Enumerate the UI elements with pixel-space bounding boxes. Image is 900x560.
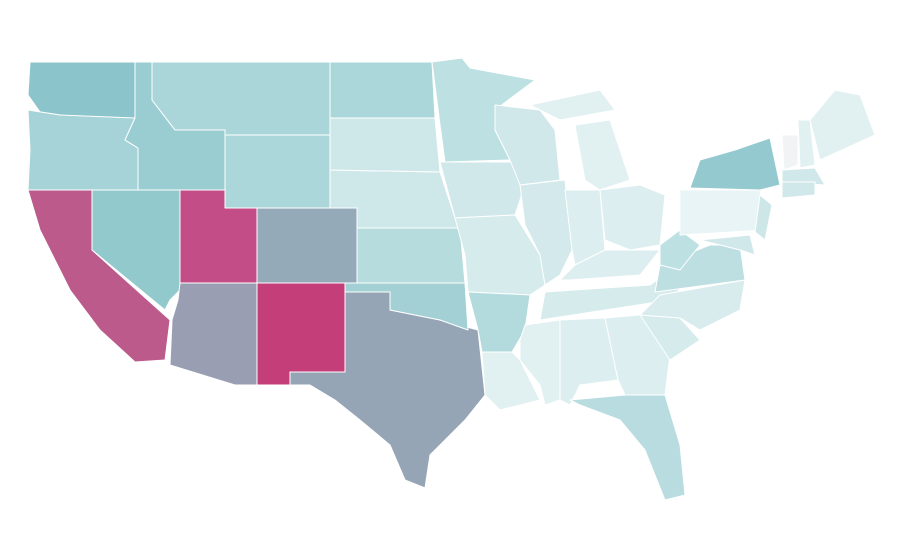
state (344, 282, 469, 331)
state (256, 207, 358, 284)
state (569, 394, 686, 501)
state (356, 227, 466, 284)
state (439, 161, 526, 219)
state (559, 249, 661, 281)
state (699, 234, 756, 256)
state (754, 194, 773, 241)
state (679, 189, 766, 236)
state (151, 61, 331, 136)
state (329, 61, 436, 119)
state (454, 214, 546, 296)
state (659, 229, 701, 271)
state (654, 244, 746, 293)
state (481, 351, 541, 411)
state (781, 134, 799, 171)
state (256, 282, 346, 386)
state (781, 167, 826, 186)
state (329, 117, 441, 173)
state (809, 89, 876, 161)
state (529, 89, 616, 121)
state (27, 109, 139, 191)
state (781, 181, 816, 199)
state (329, 169, 461, 229)
state (27, 61, 136, 121)
state (797, 119, 816, 169)
state (169, 282, 258, 386)
state (599, 184, 666, 251)
state (224, 134, 331, 209)
state (574, 119, 631, 191)
state (689, 137, 781, 191)
